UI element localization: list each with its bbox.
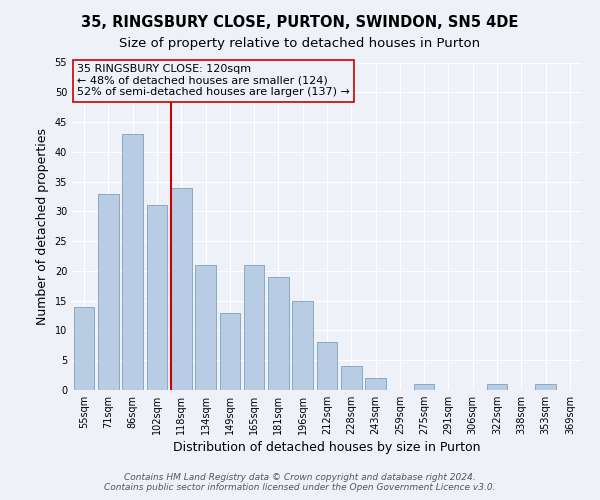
Bar	[487, 384, 508, 390]
Y-axis label: Number of detached properties: Number of detached properties	[36, 128, 49, 325]
Text: Contains HM Land Registry data © Crown copyright and database right 2024.
Contai: Contains HM Land Registry data © Crown c…	[104, 473, 496, 492]
Bar	[365, 378, 386, 390]
Bar	[341, 366, 362, 390]
Bar	[171, 188, 191, 390]
Bar	[268, 277, 289, 390]
Bar	[195, 265, 216, 390]
Bar	[98, 194, 119, 390]
Text: 35, RINGSBURY CLOSE, PURTON, SWINDON, SN5 4DE: 35, RINGSBURY CLOSE, PURTON, SWINDON, SN…	[82, 15, 518, 30]
Bar	[74, 306, 94, 390]
X-axis label: Distribution of detached houses by size in Purton: Distribution of detached houses by size …	[173, 442, 481, 454]
Bar	[146, 206, 167, 390]
Bar	[414, 384, 434, 390]
Bar	[292, 300, 313, 390]
Text: Size of property relative to detached houses in Purton: Size of property relative to detached ho…	[119, 38, 481, 51]
Bar	[317, 342, 337, 390]
Bar	[220, 312, 240, 390]
Bar	[244, 265, 265, 390]
Text: 35 RINGSBURY CLOSE: 120sqm
← 48% of detached houses are smaller (124)
52% of sem: 35 RINGSBURY CLOSE: 120sqm ← 48% of deta…	[77, 64, 350, 98]
Bar	[122, 134, 143, 390]
Bar	[535, 384, 556, 390]
